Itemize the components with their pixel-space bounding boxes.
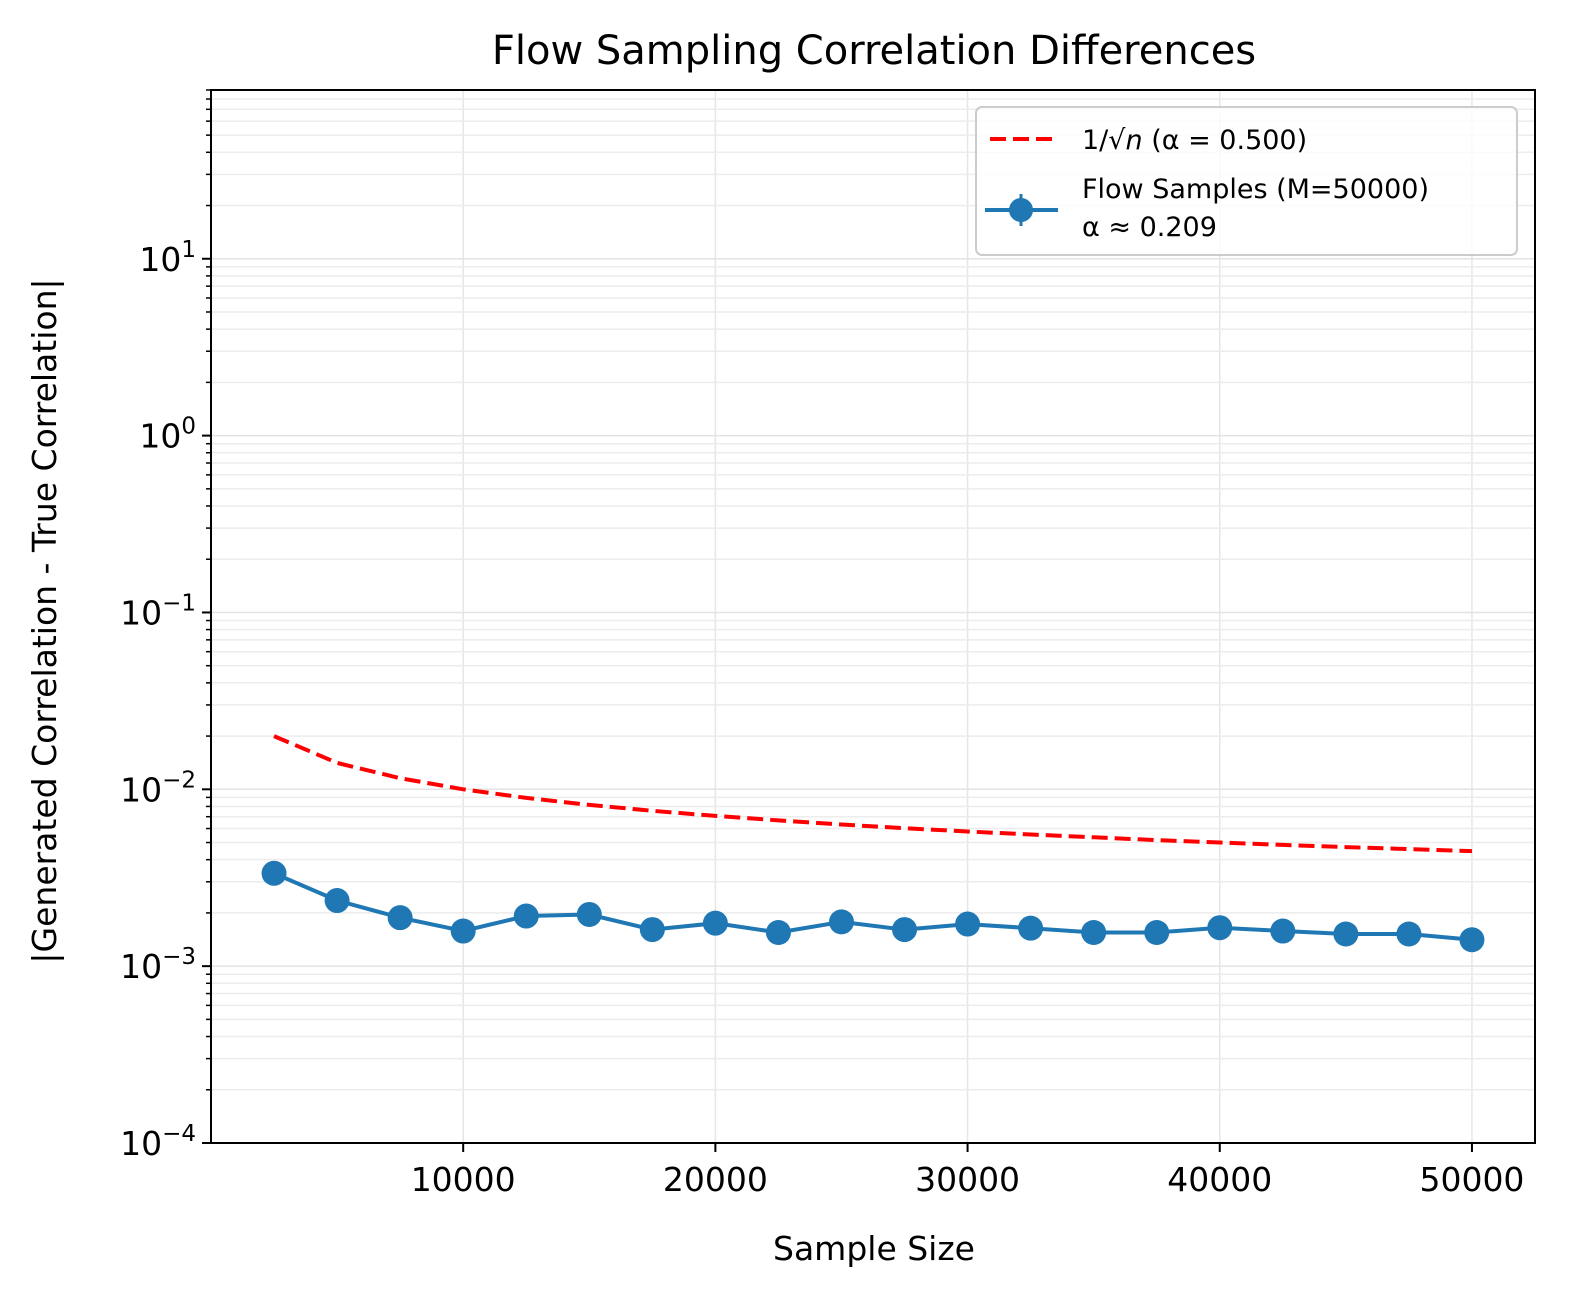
data-point-flow (1018, 915, 1044, 941)
data-point-flow (576, 901, 602, 927)
data-point-flow (702, 910, 728, 936)
y-tick-label: 10−4 (120, 1121, 196, 1163)
y-tick-label: 10−1 (120, 590, 196, 632)
y-tick-label: 100 (139, 414, 196, 456)
x-tick-label: 30000 (915, 1160, 1020, 1199)
data-point-flow (828, 909, 854, 935)
y-axis-label: |Generated Correlation - True Correlatio… (25, 278, 64, 963)
x-tick-label: 40000 (1167, 1160, 1272, 1199)
data-point-flow (324, 888, 350, 914)
data-point-flow (261, 860, 287, 886)
data-point-flow (1333, 921, 1359, 947)
legend-label-flow-alpha: α ≈ 0.209 (1082, 212, 1217, 243)
legend-box (975, 106, 1518, 256)
series-line-sqrt (273, 734, 1473, 854)
data-point-flow (1144, 919, 1170, 945)
y-tick-label: 10−3 (120, 944, 196, 986)
data-point-flow (450, 918, 476, 944)
x-tick-label: 50000 (1419, 1160, 1524, 1199)
data-point-flow (765, 919, 791, 945)
data-point-flow (513, 903, 539, 929)
legend-label-flow: Flow Samples (M=50000) (1082, 174, 1429, 205)
x-tick-label: 20000 (663, 1160, 768, 1199)
chart-title: Flow Sampling Correlation Differences (492, 28, 1256, 74)
data-point-flow (387, 905, 413, 931)
x-tick-label: 10000 (411, 1160, 516, 1199)
data-point-flow (955, 911, 981, 937)
grid-layer (211, 89, 1535, 1144)
legend-label-sqrt: 1/√n (α = 0.500) (1082, 125, 1307, 156)
series-layer (261, 734, 1485, 953)
legend-swatch-flow-marker (1009, 198, 1033, 222)
data-point-flow (892, 917, 918, 943)
x-axis-label: Sample Size (773, 1229, 975, 1268)
data-point-flow (1081, 919, 1107, 945)
legend: 1/√n (α = 0.500) Flow Samples (M=50000) … (975, 106, 1518, 256)
data-point-flow (1270, 918, 1296, 944)
data-point-flow (1396, 921, 1422, 947)
data-point-flow (1459, 927, 1485, 953)
data-point-flow (1207, 915, 1233, 941)
y-tick-label: 101 (139, 237, 196, 279)
plot-frame (210, 89, 1536, 1144)
y-tick-label: 10−2 (120, 767, 196, 809)
data-point-flow (639, 917, 665, 943)
axes-layer: 10000 20000 30000 40000 50000 10−4 10−3 10−2 10−… (120, 89, 1536, 1199)
